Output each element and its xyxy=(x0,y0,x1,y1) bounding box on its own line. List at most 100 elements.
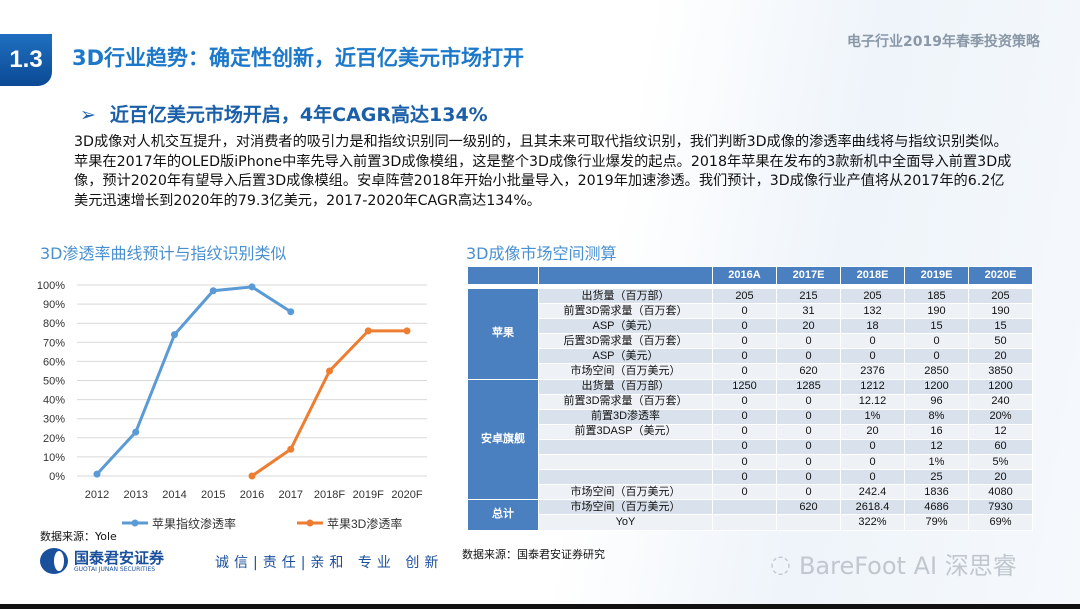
table-cell xyxy=(712,499,777,516)
logo-mark-icon xyxy=(40,548,68,574)
table-cell: 20 xyxy=(968,469,1033,486)
table-cell: 4080 xyxy=(968,484,1033,501)
table-cell: 0 xyxy=(776,454,841,471)
header-blank xyxy=(538,266,713,285)
table-source: 数据来源：国泰君安证券研究 xyxy=(462,548,605,561)
group-label: 安卓旗舰 xyxy=(467,378,539,501)
y-tick-label: 50% xyxy=(43,376,65,388)
row-label: 市场空间（百万美元） xyxy=(538,363,713,380)
table-row: 苹果 出货量（百万部） 205 215 205 185 205 xyxy=(467,287,1033,380)
table-row: 市场空间（百万美元） 0 620 2376 2850 3850 xyxy=(468,363,1033,380)
table-row: ASP（美元） 0 20 18 15 15 xyxy=(468,318,1033,335)
table-cell: 15 xyxy=(968,318,1033,335)
data-point xyxy=(326,367,333,375)
table-cell: 3850 xyxy=(968,363,1033,380)
table-cell: 0 xyxy=(712,484,777,501)
table-row: 安卓旗舰 出货量（百万部） 1250 1285 1212 1200 1200 xyxy=(467,378,1033,501)
data-point xyxy=(364,327,372,335)
column-header: 2019E xyxy=(904,266,969,285)
row-label xyxy=(538,469,713,486)
table-cell: 0 xyxy=(840,438,905,456)
legend-label: 苹果指纹渗透率 xyxy=(152,516,236,531)
table-cell: 0 xyxy=(776,393,841,410)
table-cell: 1836 xyxy=(904,484,969,501)
table-row: YoY 322% 79% 69% xyxy=(468,514,1033,531)
table-cell: 1% xyxy=(904,454,969,471)
legend-label: 苹果3D渗透率 xyxy=(327,516,402,531)
table-cell: 96 xyxy=(904,393,969,410)
data-point xyxy=(171,331,178,339)
data-point xyxy=(93,470,101,478)
table-cell: 0 xyxy=(712,438,777,456)
table-cell: 1212 xyxy=(840,378,905,395)
y-tick-label: 80% xyxy=(43,318,65,330)
row-label: 市场空间（百万美元） xyxy=(538,484,713,501)
table-cell: 60 xyxy=(968,438,1033,456)
table-cell: 0 xyxy=(776,484,841,501)
header-blank xyxy=(467,266,539,285)
arrow-bullet-icon: ➢ xyxy=(80,104,96,126)
table-section-title: 3D成像市场空间测算 xyxy=(466,244,617,263)
table-row: ASP（美元） 0 0 0 0 20 xyxy=(468,348,1033,365)
table-cell: 0 xyxy=(776,423,841,440)
table-row: 前置3D需求量（百万套） 0 31 132 190 190 xyxy=(468,303,1033,320)
data-point xyxy=(403,327,411,335)
table-cell: 620 xyxy=(776,499,841,516)
table-cell: 50 xyxy=(968,333,1033,350)
x-tick-label: 2019F xyxy=(353,489,384,501)
chart-source: 数据来源：Yole xyxy=(40,530,117,543)
row-label: 出货量（百万部） xyxy=(538,378,713,395)
row-label: 后置3D需求量（百万套） xyxy=(538,333,713,350)
table-cell: 0 xyxy=(904,333,969,350)
table-cell: 0 xyxy=(776,348,841,365)
table-cell: 15 xyxy=(904,318,969,335)
table-cell: 69% xyxy=(968,514,1033,531)
logo-cn: 国泰君安证券 xyxy=(74,548,165,567)
penetration-chart: 0% 10% 20% 30% 40% 50% 60% 70% 80% 90% 100% 2012 201… xyxy=(32,266,437,538)
report-title: 电子行业2019年春季投资策略 xyxy=(847,34,1040,50)
data-point xyxy=(248,283,256,291)
table-cell: 31 xyxy=(776,303,841,320)
table-cell: 12 xyxy=(904,438,969,456)
bottom-bar xyxy=(0,604,1080,609)
table-cell: 20% xyxy=(968,408,1033,425)
y-tick-label: 100% xyxy=(37,280,65,292)
x-tick-label: 2018F xyxy=(314,489,345,501)
y-tick-label: 90% xyxy=(43,299,65,311)
y-tick-label: 70% xyxy=(43,337,65,349)
table-row: 0 0 0 25 20 xyxy=(468,469,1033,486)
row-label xyxy=(538,438,713,456)
table-cell: 0 xyxy=(712,348,777,365)
market-size-table: 2016A 2017E 2018E 2019E 2020E 苹果 出货量（百万部） 205 21… xyxy=(467,266,1033,531)
table-cell: 240 xyxy=(968,393,1033,410)
group-label: 总计 xyxy=(467,499,539,531)
table-cell: 215 xyxy=(776,287,841,305)
row-label: ASP（美元） xyxy=(538,348,713,365)
table-cell: 25 xyxy=(904,469,969,486)
x-tick-label: 2015 xyxy=(201,489,225,501)
watermark-text: BareFoot AI 深思睿 xyxy=(798,552,1017,580)
table-cell: 2618.4 xyxy=(840,499,905,516)
row-label: 市场空间（百万美元） xyxy=(538,499,713,516)
table-row: 后置3D需求量（百万套） 0 0 0 0 50 xyxy=(468,333,1033,350)
table-cell: 205 xyxy=(840,287,905,305)
group-label: 苹果 xyxy=(467,288,539,380)
table-cell: 190 xyxy=(968,303,1033,320)
table-cell: 12 xyxy=(968,423,1033,440)
body-paragraph: 3D成像对人机交互提升，对消费者的吸引力是和指纹识别同一级别的，且其未来可取代指… xyxy=(74,134,1012,209)
x-tick-label: 2016 xyxy=(240,489,264,501)
x-tick-label: 2013 xyxy=(124,489,148,501)
table-cell: 1200 xyxy=(904,378,969,395)
y-tick-label: 60% xyxy=(43,356,65,368)
table-cell: 0 xyxy=(904,348,969,365)
data-point xyxy=(209,287,217,295)
table-cell: 1200 xyxy=(968,378,1033,395)
table-header-row: 2016A 2017E 2018E 2019E 2020E xyxy=(467,266,1033,285)
page-title: 3D行业趋势：确定性创新，近百亿美元市场打开 xyxy=(72,46,525,70)
row-label xyxy=(538,454,713,471)
table-row: 0 0 0 1% 5% xyxy=(468,454,1033,471)
table-cell: 205 xyxy=(968,287,1033,305)
row-label: ASP（美元） xyxy=(538,318,713,335)
row-label: 前置3DASP（美元） xyxy=(538,423,713,440)
y-tick-label: 0% xyxy=(49,471,65,483)
